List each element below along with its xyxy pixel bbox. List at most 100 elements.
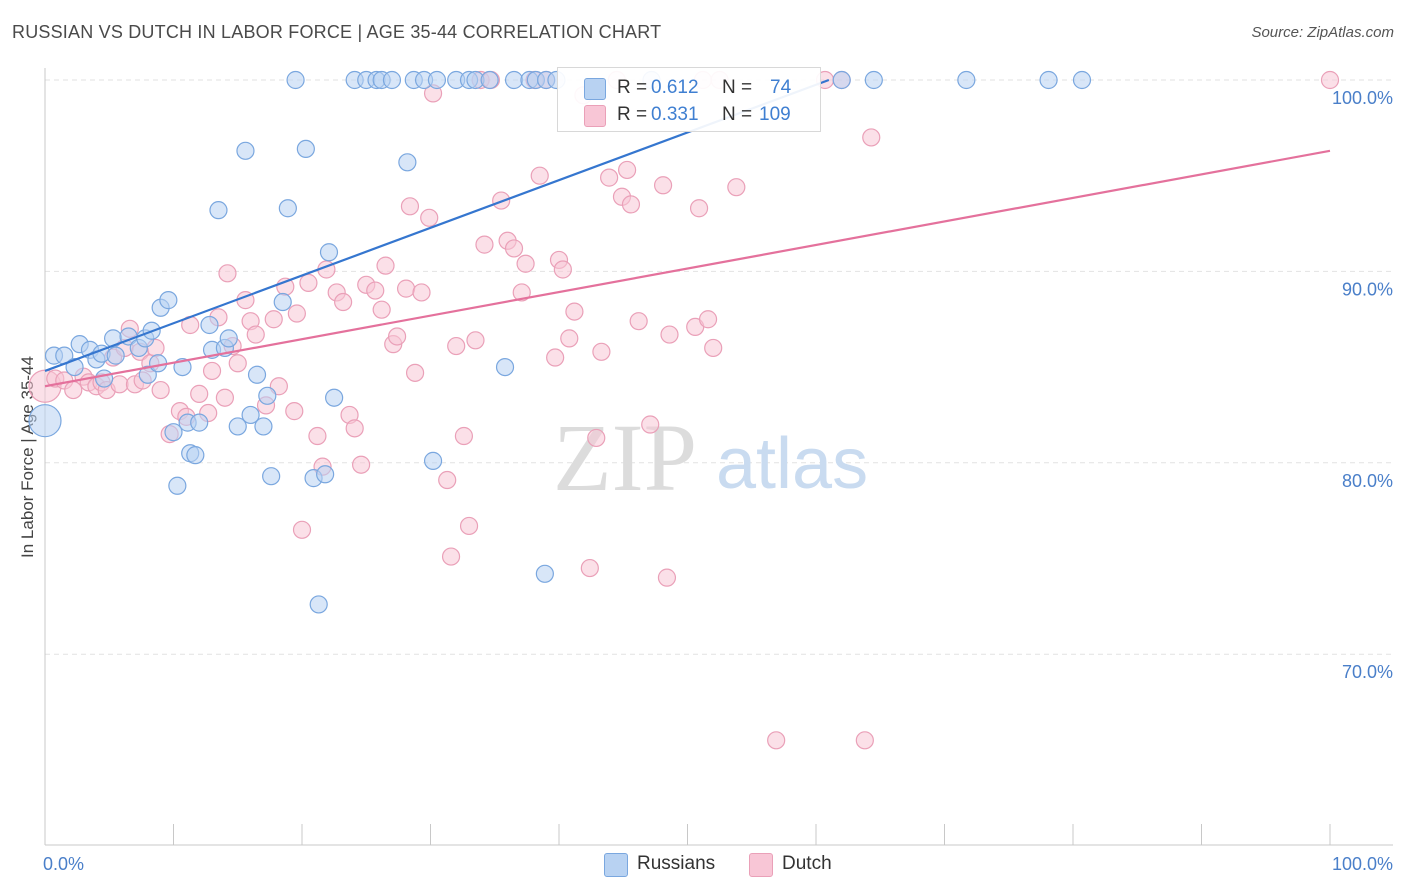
dutch-point xyxy=(372,300,391,319)
dutch-point xyxy=(727,178,746,197)
russians-point xyxy=(228,417,247,436)
russians-n-label: N = xyxy=(722,77,753,98)
dutch-point xyxy=(530,166,549,185)
russians-legend-swatch xyxy=(604,853,628,877)
dutch-point xyxy=(560,329,579,348)
watermark-atlas: atlas xyxy=(716,424,868,504)
dutch-point xyxy=(1320,70,1340,90)
dutch-point xyxy=(190,384,209,403)
russians-point xyxy=(247,365,267,384)
dutch-point xyxy=(862,128,881,147)
russians-point xyxy=(309,595,328,614)
dutch-point xyxy=(447,336,466,356)
russians-point xyxy=(286,70,305,90)
russians-point xyxy=(148,354,168,373)
dutch-point xyxy=(334,292,353,312)
russians-point xyxy=(864,70,883,90)
tick-labels: 70.0% 80.0% 90.0% 100.0% 0.0% 100.0% xyxy=(43,88,1393,874)
dutch-point xyxy=(151,380,170,400)
dutch-point xyxy=(618,160,637,180)
y-tick-label: 80.0% xyxy=(1342,471,1393,491)
dutch-point xyxy=(366,281,385,300)
russians-point xyxy=(28,404,62,438)
russians-point xyxy=(241,405,260,425)
gridlines xyxy=(45,79,1393,655)
dutch-legend-swatch xyxy=(749,853,773,877)
dutch-point xyxy=(246,325,265,344)
dutch-point xyxy=(698,310,718,329)
dutch-legend-label: Dutch xyxy=(782,853,832,874)
russian-points xyxy=(28,70,1092,614)
dutch-trend-line xyxy=(44,149,1331,388)
dutch-point xyxy=(546,348,565,367)
dutch-point xyxy=(512,283,531,302)
dutch-r-value: 0.331 xyxy=(651,104,699,125)
dutch-point xyxy=(345,419,364,438)
russians-point xyxy=(138,365,157,384)
dutch-point xyxy=(264,310,283,329)
russians-point xyxy=(159,291,178,310)
y-tick-label: 90.0% xyxy=(1342,279,1393,299)
dutch-point xyxy=(475,235,494,254)
legend-row-dutch: R = 0.331 N = 109 xyxy=(558,101,820,129)
chart-title: RUSSIAN VS DUTCH IN LABOR FORCE | AGE 35… xyxy=(12,22,662,42)
dutch-point xyxy=(504,239,524,258)
dutch-point xyxy=(441,547,461,566)
dutch-point xyxy=(553,260,572,279)
dutch-point xyxy=(660,325,679,344)
dutch-point xyxy=(516,254,535,273)
dutch-point xyxy=(420,208,439,227)
dutch-point xyxy=(292,520,312,539)
legend-row-russians: R = 0.612 N = 74 xyxy=(558,74,820,102)
russians-point xyxy=(427,70,447,90)
dutch-point xyxy=(218,264,237,283)
dutch-point xyxy=(641,415,660,434)
dutch-point xyxy=(405,363,425,382)
dutch-point xyxy=(565,302,584,321)
dutch-n-label: N = xyxy=(722,104,753,125)
russians-point xyxy=(219,329,238,348)
dutch-point xyxy=(215,388,234,407)
stats-legend: R = 0.612 N = 74 R = 0.331 N = 109 xyxy=(557,67,821,132)
dutch-point xyxy=(600,168,619,187)
dutch-point xyxy=(376,256,395,275)
russians-point xyxy=(1039,70,1058,90)
russians-point xyxy=(423,451,443,470)
russians-point xyxy=(278,199,297,218)
dutch-point xyxy=(767,731,786,750)
russians-point xyxy=(200,315,219,335)
russians-point xyxy=(186,446,205,465)
russians-point xyxy=(254,417,273,436)
x-tick-label: 100.0% xyxy=(1332,854,1393,874)
russians-point xyxy=(316,465,335,484)
dutch-point xyxy=(587,428,606,448)
y-tick-label: 100.0% xyxy=(1332,88,1393,108)
watermark-zip: ZIP xyxy=(553,404,697,511)
axes xyxy=(44,68,1393,846)
dutch-point xyxy=(400,197,420,216)
dutch-r-label: R = xyxy=(617,104,648,125)
dutch-point xyxy=(438,470,457,490)
russians-point xyxy=(832,70,851,90)
russians-point xyxy=(95,369,114,388)
dutch-point xyxy=(285,402,304,421)
russians-point xyxy=(296,139,315,159)
russians-swatch xyxy=(584,78,606,100)
dutch-point xyxy=(592,342,611,361)
watermark: ZIP atlas xyxy=(553,404,868,511)
dutch-point xyxy=(287,304,306,323)
russians-point xyxy=(382,70,402,90)
dutch-swatch xyxy=(584,105,606,127)
russians-point xyxy=(957,70,976,90)
russians-n-value: 74 xyxy=(770,77,792,98)
russians-point xyxy=(480,70,499,90)
russians-point xyxy=(190,413,209,432)
russians-point xyxy=(319,243,339,262)
russians-point xyxy=(168,476,187,495)
dutch-point xyxy=(299,273,318,292)
dutch-point xyxy=(621,195,641,214)
russians-point xyxy=(164,423,183,442)
dutch-point xyxy=(352,455,371,474)
russians-r-label: R = xyxy=(617,77,648,98)
